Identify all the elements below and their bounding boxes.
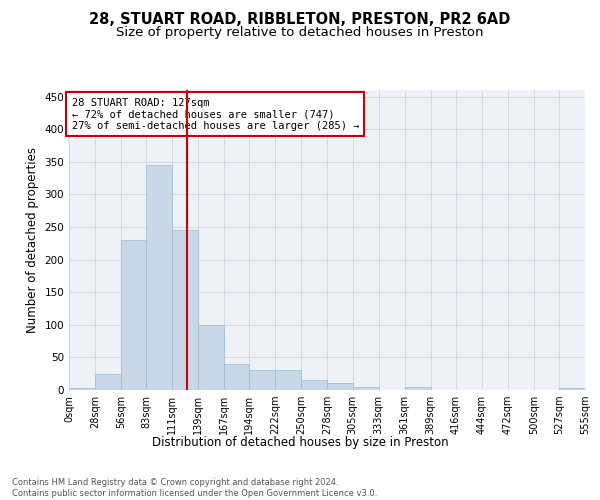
Y-axis label: Number of detached properties: Number of detached properties xyxy=(26,147,39,333)
Bar xyxy=(69,388,95,390)
Bar xyxy=(301,380,328,390)
Bar xyxy=(172,230,198,390)
Bar xyxy=(559,388,585,390)
Bar xyxy=(328,384,353,390)
Bar xyxy=(404,386,431,390)
Bar xyxy=(198,325,224,390)
Text: 28 STUART ROAD: 127sqm
← 72% of detached houses are smaller (747)
27% of semi-de: 28 STUART ROAD: 127sqm ← 72% of detached… xyxy=(71,98,359,130)
Bar xyxy=(146,165,172,390)
Text: Contains HM Land Registry data © Crown copyright and database right 2024.
Contai: Contains HM Land Registry data © Crown c… xyxy=(12,478,377,498)
Bar xyxy=(250,370,275,390)
Text: Size of property relative to detached houses in Preston: Size of property relative to detached ho… xyxy=(116,26,484,39)
Text: 28, STUART ROAD, RIBBLETON, PRESTON, PR2 6AD: 28, STUART ROAD, RIBBLETON, PRESTON, PR2… xyxy=(89,12,511,28)
Bar xyxy=(275,370,301,390)
Bar xyxy=(121,240,146,390)
Bar xyxy=(95,374,121,390)
Bar xyxy=(353,386,379,390)
Text: Distribution of detached houses by size in Preston: Distribution of detached houses by size … xyxy=(152,436,448,449)
Bar xyxy=(224,364,250,390)
